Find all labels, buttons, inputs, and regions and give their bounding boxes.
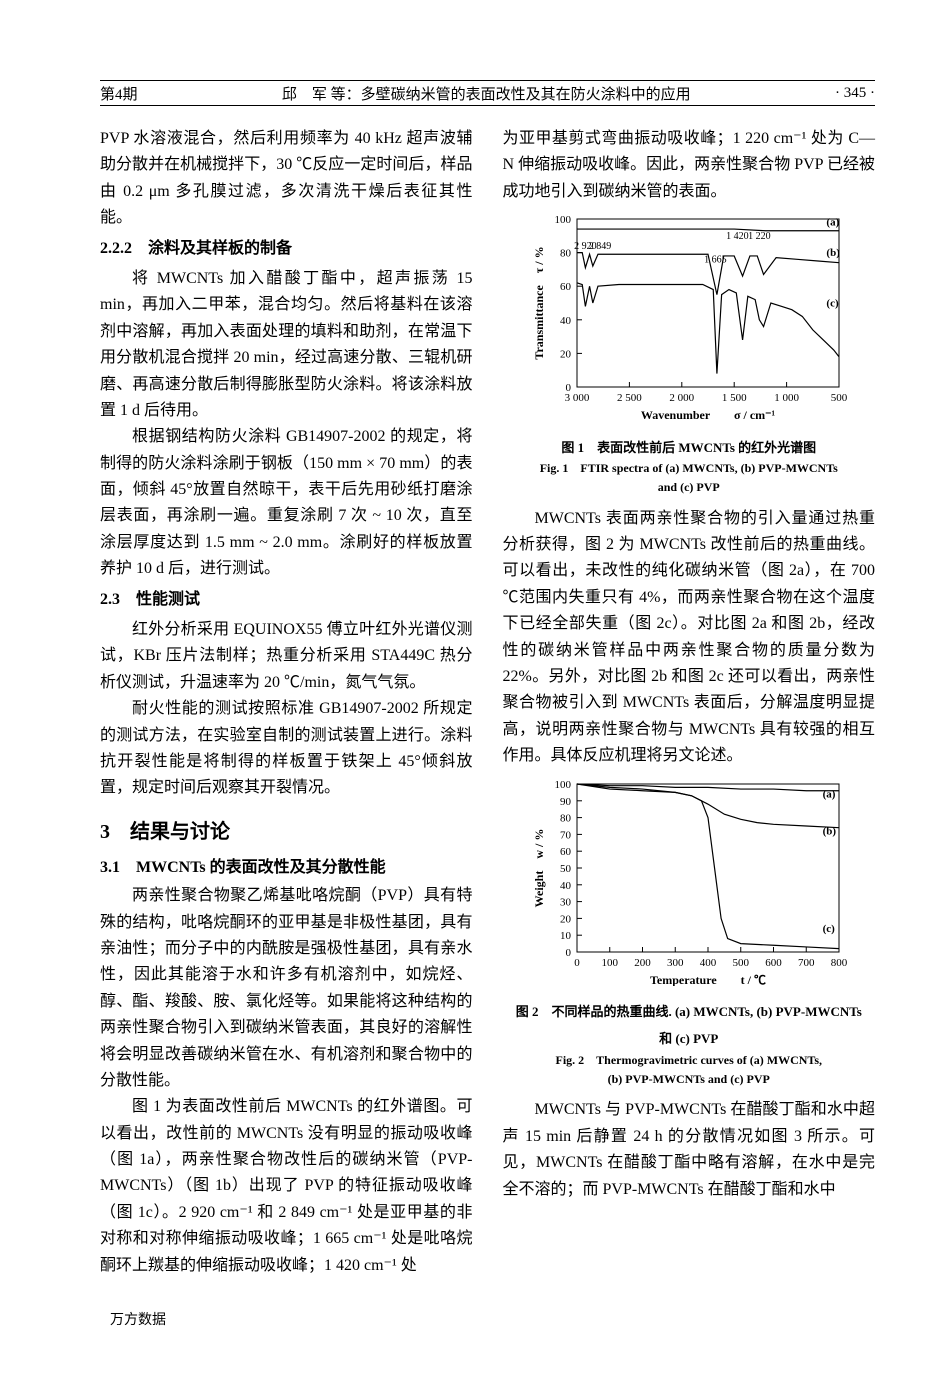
figure-caption-en: and (c) PVP [503,479,876,496]
svg-text:1 000: 1 000 [774,392,799,404]
svg-text:400: 400 [700,957,717,969]
svg-text:80: 80 [560,248,572,260]
page-number: · 345 · [835,85,875,102]
svg-text:70: 70 [560,829,572,841]
svg-text:80: 80 [560,812,572,824]
svg-text:100: 100 [554,214,571,226]
svg-text:2 000: 2 000 [669,392,694,404]
issue-label: 第4期 [100,83,138,104]
left-column: PVP 水溶液混合，然后利用频率为 40 kHz 超声波辅助分散并在机械搅拌下，… [100,126,473,1279]
running-header: 第4期 邱 军 等：多壁碳纳米管的表面改性及其在防火涂料中的应用 · 345 · [100,80,875,106]
svg-text:0: 0 [574,957,580,969]
svg-text:Weight w / %: Weight w / % [532,828,546,907]
svg-text:1 420: 1 420 [726,231,749,242]
svg-text:300: 300 [667,957,684,969]
figure-1: 3 0002 5002 0001 5001 000500020406080100… [503,211,876,495]
svg-text:0: 0 [565,947,571,959]
figure-caption-cn: 和 (c) PVP [503,1028,876,1049]
svg-text:30: 30 [560,896,572,908]
svg-text:700: 700 [798,957,815,969]
figure-caption-cn: 图 1 表面改性前后 MWCNTs 的红外光谱图 [503,437,876,458]
body-text: PVP 水溶液混合，然后利用频率为 40 kHz 超声波辅助分散并在机械搅拌下，… [100,126,473,232]
svg-text:(a): (a) [826,217,839,229]
svg-text:(c): (c) [822,922,835,934]
svg-text:Transmittance τ / %: Transmittance τ / % [532,247,546,360]
svg-text:(b): (b) [822,825,836,837]
svg-text:(c): (c) [826,298,839,310]
body-text: MWCNTs 与 PVP-MWCNTs 在醋酸丁酯和水中超声 15 min 后静… [503,1097,876,1203]
subsection-heading: 2.2.2 涂料及其样板的制备 [100,236,473,262]
svg-text:20: 20 [560,913,572,925]
subsection-heading: 3.1 MWCNTs 的表面改性及其分散性能 [100,855,473,881]
body-text: 根据钢结构防火涂料 GB14907-2002 的规定，将制得的防火涂料涂刷于钢板… [100,424,473,582]
body-text: 两亲性聚合物聚乙烯基吡咯烷酮（PVP）具有特殊的结构，吡咯烷酮环的亚甲基是非极性… [100,883,473,1094]
svg-text:500: 500 [831,392,848,404]
svg-text:20: 20 [560,349,572,361]
section-heading: 3 结果与讨论 [100,816,473,849]
svg-text:200: 200 [634,957,651,969]
subsection-heading: 2.3 性能测试 [100,587,473,613]
body-text: 耐火性能的测试按照标准 GB14907-2002 所规定的测试方法，在实验室自制… [100,696,473,802]
body-text: 图 1 为表面改性前后 MWCNTs 的红外谱图。可以看出，改性前的 MWCNT… [100,1094,473,1279]
figure-caption-cn: 图 2 不同样品的热重曲线. (a) MWCNTs, (b) PVP-MWCNT… [503,1001,876,1022]
svg-text:100: 100 [601,957,618,969]
body-text: 为亚甲基剪式弯曲振动吸收峰；1 220 cm⁻¹ 处为 C—N 伸缩振动吸收峰。… [503,126,876,205]
svg-text:90: 90 [560,795,572,807]
svg-text:600: 600 [765,957,782,969]
svg-text:100: 100 [554,779,571,791]
svg-text:40: 40 [560,879,572,891]
body-text: 将 MWCNTs 加入醋酸丁酯中，超声振荡 15 min，再加入二甲苯，混合均匀… [100,266,473,424]
svg-text:40: 40 [560,315,572,327]
svg-text:1 665: 1 665 [704,255,727,266]
footer-source: 万方数据 [100,1309,875,1329]
svg-text:(b): (b) [826,247,840,259]
svg-text:2 849: 2 849 [589,241,612,252]
svg-text:500: 500 [732,957,749,969]
svg-text:Temperature t / ℃: Temperature t / ℃ [650,973,766,986]
figure-2: 0 100 200 300 400 500 600 700 800 0 10 20 30 40 50 60 70… [503,776,876,1088]
figure-caption-en: Fig. 2 Thermogravimetric curves of (a) M… [503,1052,876,1069]
svg-text:1 500: 1 500 [722,392,747,404]
svg-text:60: 60 [560,281,572,293]
svg-text:60: 60 [560,846,572,858]
figure-caption-en: Fig. 1 FTIR spectra of (a) MWCNTs, (b) P… [503,460,876,477]
svg-text:Wavenumber σ / cm⁻¹: Wavenumber σ / cm⁻¹ [641,408,776,421]
svg-text:10: 10 [560,930,572,942]
figure-caption-en: (b) PVP-MWCNTs and (c) PVP [503,1071,876,1088]
tga-chart: 0 100 200 300 400 500 600 700 800 0 10 20 30 40 50 60 70… [529,776,849,986]
running-title: 邱 军 等：多壁碳纳米管的表面改性及其在防火涂料中的应用 [282,83,691,104]
svg-text:(a): (a) [822,788,835,800]
ftir-chart: 3 0002 5002 0001 5001 000500020406080100… [529,211,849,421]
svg-text:50: 50 [560,863,572,875]
body-text: 红外分析采用 EQUINOX55 傅立叶红外光谱仪测试，KBr 压片法制样；热重… [100,617,473,696]
svg-text:0: 0 [565,382,571,394]
svg-text:2 500: 2 500 [617,392,642,404]
body-text: MWCNTs 表面两亲性聚合物的引入量通过热重分析获得，图 2 为 MWCNTs… [503,506,876,770]
svg-text:800: 800 [831,957,848,969]
svg-text:1 220: 1 220 [748,231,771,242]
right-column: 为亚甲基剪式弯曲振动吸收峰；1 220 cm⁻¹ 处为 C—N 伸缩振动吸收峰。… [503,126,876,1279]
